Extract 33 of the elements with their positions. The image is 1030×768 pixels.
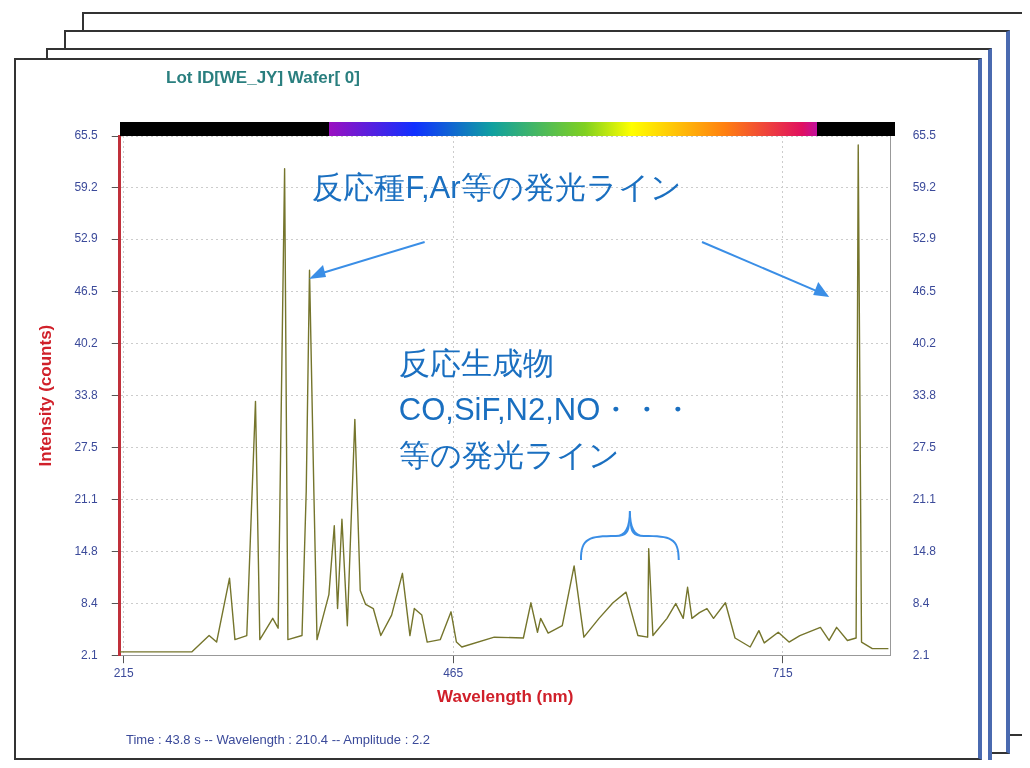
y-tick-label: 59.2 [74, 179, 99, 194]
y2-tick-label: 59.2 [912, 179, 937, 194]
x-tick-label: 215 [113, 665, 135, 680]
y2-tick-label: 46.5 [912, 283, 937, 298]
annotation: 反応種F,Ar等の発光ライン [312, 169, 682, 208]
y-tick-label: 52.9 [74, 231, 99, 246]
annotation: CO,SiF,N2,NO・・・ [398, 390, 694, 429]
y-tick-label: 40.2 [74, 335, 99, 350]
y-axis-title: Intensity (counts) [35, 324, 55, 467]
text: Time : 43.8 s -- Wavelength : 210.4 -- Amplitude : 2.2 [126, 732, 430, 747]
y-tick-label: 14.8 [74, 543, 99, 558]
annotation: 等の発光ライン [398, 436, 620, 475]
y2-tick-label: 27.5 [912, 439, 937, 454]
y2-tick-label: 33.8 [912, 387, 937, 402]
y2-tick-label: 40.2 [912, 335, 937, 350]
y-tick-label: 21.1 [74, 491, 99, 506]
y2-tick-label: 52.9 [912, 231, 937, 246]
y2-tick-label: 14.8 [912, 543, 937, 558]
y-tick-label: 65.5 [74, 128, 99, 143]
y2-tick-label: 2.1 [912, 647, 930, 662]
y-tick-label: 46.5 [74, 283, 99, 298]
x-tick-label: 465 [443, 665, 464, 680]
y2-tick-label: 65.5 [912, 128, 937, 143]
y-tick-label: 2.1 [81, 647, 99, 662]
x-tick-label: 715 [772, 665, 793, 680]
y2-tick-label: 21.1 [912, 491, 937, 506]
x-axis-title: Wavelength (nm) [437, 687, 574, 707]
y-tick-label: 27.5 [74, 439, 99, 454]
y2-tick-label: 8.4 [912, 595, 930, 610]
chart-title: Lot ID[WE_JY] Wafer[ 0] [166, 68, 360, 88]
y-tick-label: 33.8 [74, 387, 99, 402]
y-tick-label: 8.4 [81, 595, 99, 610]
annotation: 反応生成物 [398, 344, 554, 383]
